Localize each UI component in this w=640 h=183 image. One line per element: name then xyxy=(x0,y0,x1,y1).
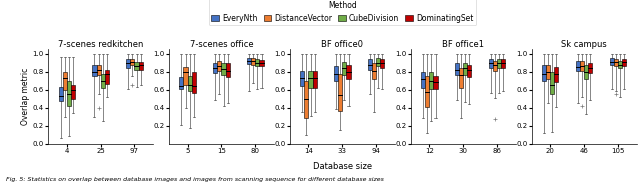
Bar xyxy=(380,59,385,68)
Bar xyxy=(138,61,143,70)
Bar xyxy=(71,85,75,99)
Bar xyxy=(97,65,100,75)
Bar xyxy=(67,81,71,106)
Bar xyxy=(218,61,221,71)
Bar xyxy=(100,74,105,88)
Bar xyxy=(300,70,305,86)
Bar xyxy=(339,74,342,111)
Bar xyxy=(58,87,63,101)
Bar xyxy=(588,63,593,73)
Bar xyxy=(501,59,506,68)
Text: Fig. 5: Statistics on overlap between database images and images from scanning s: Fig. 5: Statistics on overlap between da… xyxy=(6,177,384,182)
Text: Database size: Database size xyxy=(313,162,372,171)
Bar xyxy=(126,59,131,68)
Bar xyxy=(105,70,109,83)
Bar xyxy=(576,61,580,71)
Bar xyxy=(463,63,467,75)
Bar xyxy=(580,61,584,71)
Bar xyxy=(252,58,255,65)
Bar xyxy=(247,58,252,64)
Bar xyxy=(433,76,438,89)
Bar xyxy=(460,68,463,87)
Bar xyxy=(191,72,196,93)
Bar xyxy=(334,66,339,81)
Bar xyxy=(92,65,97,76)
Bar xyxy=(426,76,429,107)
Bar xyxy=(255,59,259,66)
Bar xyxy=(429,72,433,89)
Bar xyxy=(614,59,618,66)
Title: BF office1: BF office1 xyxy=(442,40,484,49)
Bar xyxy=(372,63,376,79)
Legend: EveryNth, DistanceVector, CubeDivision, DominatingSet: EveryNth, DistanceVector, CubeDivision, … xyxy=(209,0,476,25)
Bar xyxy=(497,59,501,68)
Bar xyxy=(221,63,225,75)
Bar xyxy=(467,65,472,77)
Bar xyxy=(368,59,372,70)
Bar xyxy=(342,61,346,75)
Bar xyxy=(305,81,308,118)
Bar xyxy=(455,63,460,75)
Bar xyxy=(550,72,554,94)
Bar xyxy=(213,63,218,73)
Bar xyxy=(584,65,588,79)
Bar xyxy=(376,58,380,66)
Bar xyxy=(421,72,426,87)
Bar xyxy=(346,65,351,79)
Bar xyxy=(63,72,67,90)
Bar xyxy=(131,59,134,65)
Bar xyxy=(622,59,627,66)
Bar xyxy=(259,60,264,66)
Y-axis label: Overlap metric: Overlap metric xyxy=(21,68,30,125)
Title: 7-scenes office: 7-scenes office xyxy=(189,40,253,49)
Bar xyxy=(610,58,614,65)
Bar xyxy=(179,77,184,89)
Bar xyxy=(188,76,191,91)
Bar xyxy=(489,59,493,68)
Bar xyxy=(554,67,559,82)
Title: BF office0: BF office0 xyxy=(321,40,364,49)
Bar xyxy=(493,61,497,71)
Bar xyxy=(184,67,188,85)
Bar xyxy=(308,70,312,87)
Bar xyxy=(134,61,138,70)
Bar xyxy=(312,70,317,87)
Bar xyxy=(542,65,547,81)
Bar xyxy=(225,63,230,77)
Bar xyxy=(547,65,550,79)
Title: 7-scenes redkitchen: 7-scenes redkitchen xyxy=(58,40,143,49)
Bar xyxy=(618,61,622,68)
Title: Sk campus: Sk campus xyxy=(561,40,607,49)
